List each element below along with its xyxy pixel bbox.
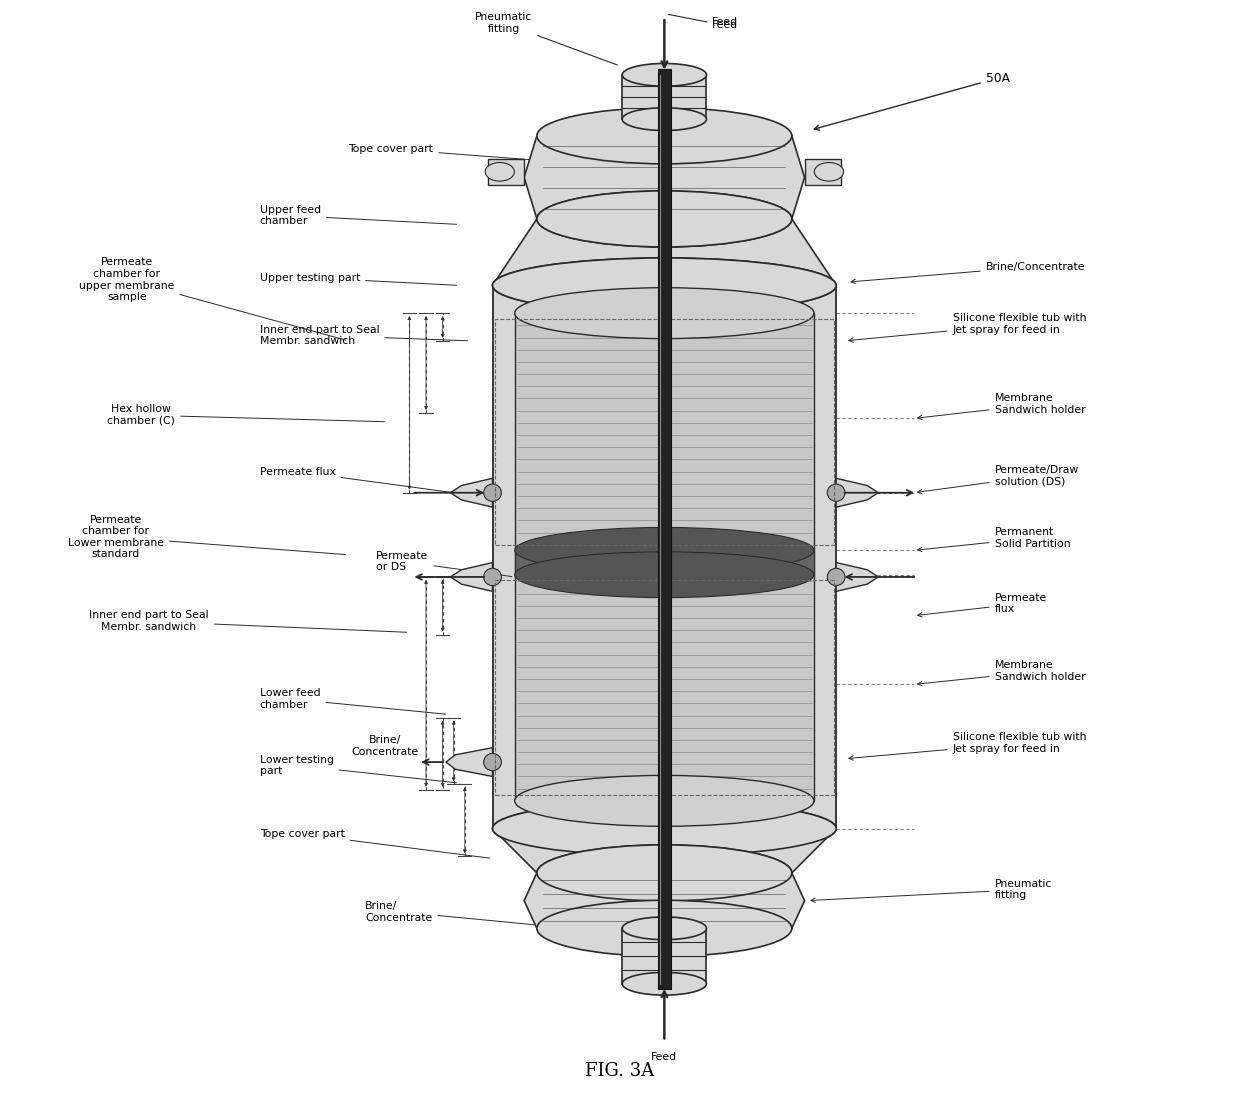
Text: Permeate
or DS: Permeate or DS [376, 550, 512, 577]
Ellipse shape [815, 163, 843, 182]
Text: Pneumatic
fitting: Pneumatic fitting [475, 12, 618, 65]
Ellipse shape [622, 63, 707, 86]
Text: Inner end part to Seal
Membr. sandwich: Inner end part to Seal Membr. sandwich [89, 610, 407, 633]
Text: Tope cover part: Tope cover part [259, 829, 490, 858]
Ellipse shape [492, 258, 836, 313]
Text: Lower testing
part: Lower testing part [259, 754, 456, 783]
Bar [495, 319, 835, 545]
Ellipse shape [515, 527, 813, 574]
Text: Permeate
flux: Permeate flux [918, 593, 1047, 617]
Text: Upper feed
chamber: Upper feed chamber [259, 205, 456, 226]
Text: Permeate flux: Permeate flux [259, 467, 451, 492]
Ellipse shape [622, 108, 707, 130]
Ellipse shape [484, 753, 501, 771]
Text: Silicone flexible tub with
Jet spray for feed in: Silicone flexible tub with Jet spray for… [849, 313, 1086, 342]
Ellipse shape [515, 287, 813, 339]
Text: Brine/
Concentrate: Brine/ Concentrate [351, 735, 419, 756]
Text: Feed: Feed [712, 17, 738, 27]
Text: Permeate
chamber for
upper membrane
sample: Permeate chamber for upper membrane samp… [79, 257, 346, 340]
Ellipse shape [537, 844, 792, 901]
Polygon shape [836, 563, 878, 592]
Polygon shape [492, 219, 836, 285]
Text: Permanent
Solid Partition: Permanent Solid Partition [918, 527, 1070, 551]
Bar [515, 313, 813, 801]
Ellipse shape [537, 844, 792, 901]
Bar [805, 158, 841, 185]
Ellipse shape [515, 775, 813, 827]
Polygon shape [450, 478, 492, 507]
Text: Upper testing part: Upper testing part [259, 273, 456, 285]
Text: Feed: Feed [668, 14, 738, 30]
Text: Pneumatic
fitting: Pneumatic fitting [811, 879, 1052, 902]
Bar [515, 550, 813, 575]
Ellipse shape [537, 190, 792, 247]
Bar [487, 158, 525, 185]
Ellipse shape [537, 190, 792, 247]
Ellipse shape [492, 801, 836, 856]
Polygon shape [450, 563, 492, 592]
Ellipse shape [537, 108, 792, 164]
Bar [622, 75, 707, 119]
Text: Tope cover part: Tope cover part [348, 144, 534, 160]
Text: Brine/Concentrate: Brine/Concentrate [851, 262, 1085, 284]
Polygon shape [525, 873, 805, 928]
Ellipse shape [485, 163, 515, 182]
Text: Hex hollow
chamber (C): Hex hollow chamber (C) [107, 404, 384, 426]
Text: Permeate
chamber for
Lower membrane
standard: Permeate chamber for Lower membrane stan… [68, 515, 346, 559]
Ellipse shape [492, 801, 836, 856]
Ellipse shape [484, 485, 501, 501]
Text: Silicone flexible tub with
Jet spray for feed in: Silicone flexible tub with Jet spray for… [849, 732, 1086, 760]
Text: 50A: 50A [815, 71, 1009, 130]
Text: Membrane
Sandwich holder: Membrane Sandwich holder [918, 661, 1085, 686]
Polygon shape [492, 829, 836, 873]
Ellipse shape [537, 900, 792, 957]
Ellipse shape [622, 973, 707, 995]
Polygon shape [836, 478, 878, 507]
Ellipse shape [484, 568, 501, 586]
Bar [657, 69, 671, 989]
Bar [495, 580, 835, 795]
Bar [492, 285, 836, 829]
Text: Brine/
Concentrate: Brine/ Concentrate [365, 901, 534, 925]
Text: Feed: Feed [651, 1053, 677, 1063]
Ellipse shape [515, 551, 813, 597]
Text: Lower feed
chamber: Lower feed chamber [259, 688, 445, 714]
Ellipse shape [492, 258, 836, 313]
Ellipse shape [827, 485, 844, 501]
Ellipse shape [827, 568, 844, 586]
Polygon shape [446, 747, 492, 776]
Text: Membrane
Sandwich holder: Membrane Sandwich holder [918, 393, 1085, 420]
Bar [622, 928, 707, 984]
Polygon shape [525, 136, 805, 219]
Ellipse shape [622, 917, 707, 940]
Text: Permeate/Draw
solution (DS): Permeate/Draw solution (DS) [918, 466, 1079, 494]
Text: FIG. 3A: FIG. 3A [585, 1062, 655, 1081]
Text: Inner end part to Seal
Membr. sandwich: Inner end part to Seal Membr. sandwich [259, 324, 467, 346]
